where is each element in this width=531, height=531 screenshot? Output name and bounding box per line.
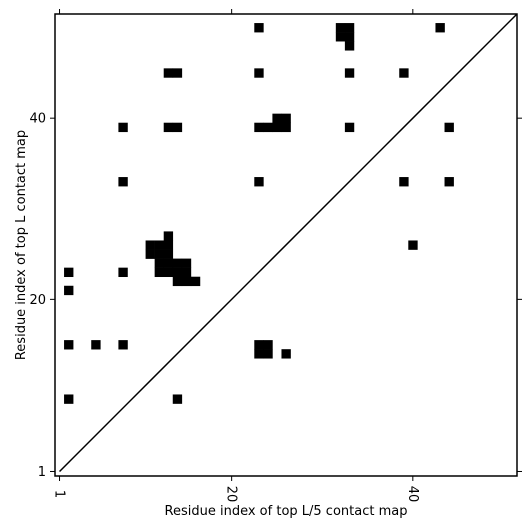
contact-cell <box>118 122 128 133</box>
contact-cell <box>254 340 264 350</box>
contact-cell <box>435 23 445 33</box>
contact-cell <box>118 340 128 350</box>
contact-cell <box>344 41 355 51</box>
contact-cell <box>172 122 183 133</box>
contact-cell <box>399 177 409 187</box>
x-tick-label: 1 <box>52 490 67 498</box>
contact-cell <box>172 258 183 268</box>
contact-cell <box>272 113 282 124</box>
contact-cell <box>64 340 74 350</box>
contact-cell <box>163 68 174 78</box>
contact-cell <box>172 276 183 287</box>
contact-cell <box>64 267 74 278</box>
contact-cell <box>163 249 174 259</box>
contact-cell <box>263 340 273 350</box>
contact-cell <box>163 122 174 133</box>
contact-cell <box>163 240 174 250</box>
contact-cell <box>64 285 74 296</box>
contact-cell <box>181 267 192 278</box>
contact-cell <box>344 68 355 78</box>
contact-cell <box>172 394 183 404</box>
y-tick-label: 20 <box>29 293 46 308</box>
contact-cell <box>163 258 174 268</box>
contact-cell <box>281 113 291 124</box>
contact-cell <box>254 177 264 187</box>
contact-cell <box>154 240 165 250</box>
contact-cell <box>263 349 273 359</box>
contact-cell <box>444 177 454 187</box>
diagonal-line <box>58 13 518 473</box>
contact-cell <box>335 32 346 42</box>
contact-cell <box>344 122 355 133</box>
contact-cells <box>64 23 454 404</box>
contact-cell <box>181 276 192 287</box>
contact-cell <box>172 68 183 78</box>
contact-cell <box>118 267 128 278</box>
contact-cell <box>172 267 183 278</box>
contact-cell <box>181 258 192 268</box>
y-axis-label: Residue index of top L contact map <box>14 130 29 360</box>
contact-cell <box>254 122 264 133</box>
contact-cell <box>163 231 174 241</box>
contact-cell <box>263 122 273 133</box>
contact-cell <box>444 122 454 133</box>
contact-cell <box>154 249 165 259</box>
contact-cell <box>91 340 101 350</box>
contact-cell <box>254 23 264 33</box>
contact-cell <box>254 68 264 78</box>
contact-cell <box>154 267 165 278</box>
plot-frame <box>54 13 518 477</box>
contact-cell <box>145 240 155 250</box>
contact-cell <box>344 32 355 42</box>
contact-cell <box>272 122 282 133</box>
contact-cell <box>399 68 409 78</box>
contact-cell <box>145 249 155 259</box>
contact-cell <box>344 23 355 33</box>
contact-cell <box>281 122 291 133</box>
contact-cell <box>190 276 201 287</box>
contact-cell <box>335 23 346 33</box>
contact-cell <box>118 177 128 187</box>
x-tick-label: 40 <box>405 486 420 503</box>
contact-cell <box>408 240 418 250</box>
y-tick-label: 40 <box>29 112 46 127</box>
x-tick-label: 20 <box>224 486 239 503</box>
axis-ticks: 1 20 40 1 20 40 <box>29 9 522 502</box>
contact-cell <box>281 349 291 359</box>
contact-cell <box>154 258 165 268</box>
y-tick-label: 1 <box>38 465 46 480</box>
contact-cell <box>64 394 74 404</box>
contact-cell <box>163 267 174 278</box>
x-axis-label: Residue index of top L/5 contact map <box>165 504 408 519</box>
contact-cell <box>254 349 264 359</box>
